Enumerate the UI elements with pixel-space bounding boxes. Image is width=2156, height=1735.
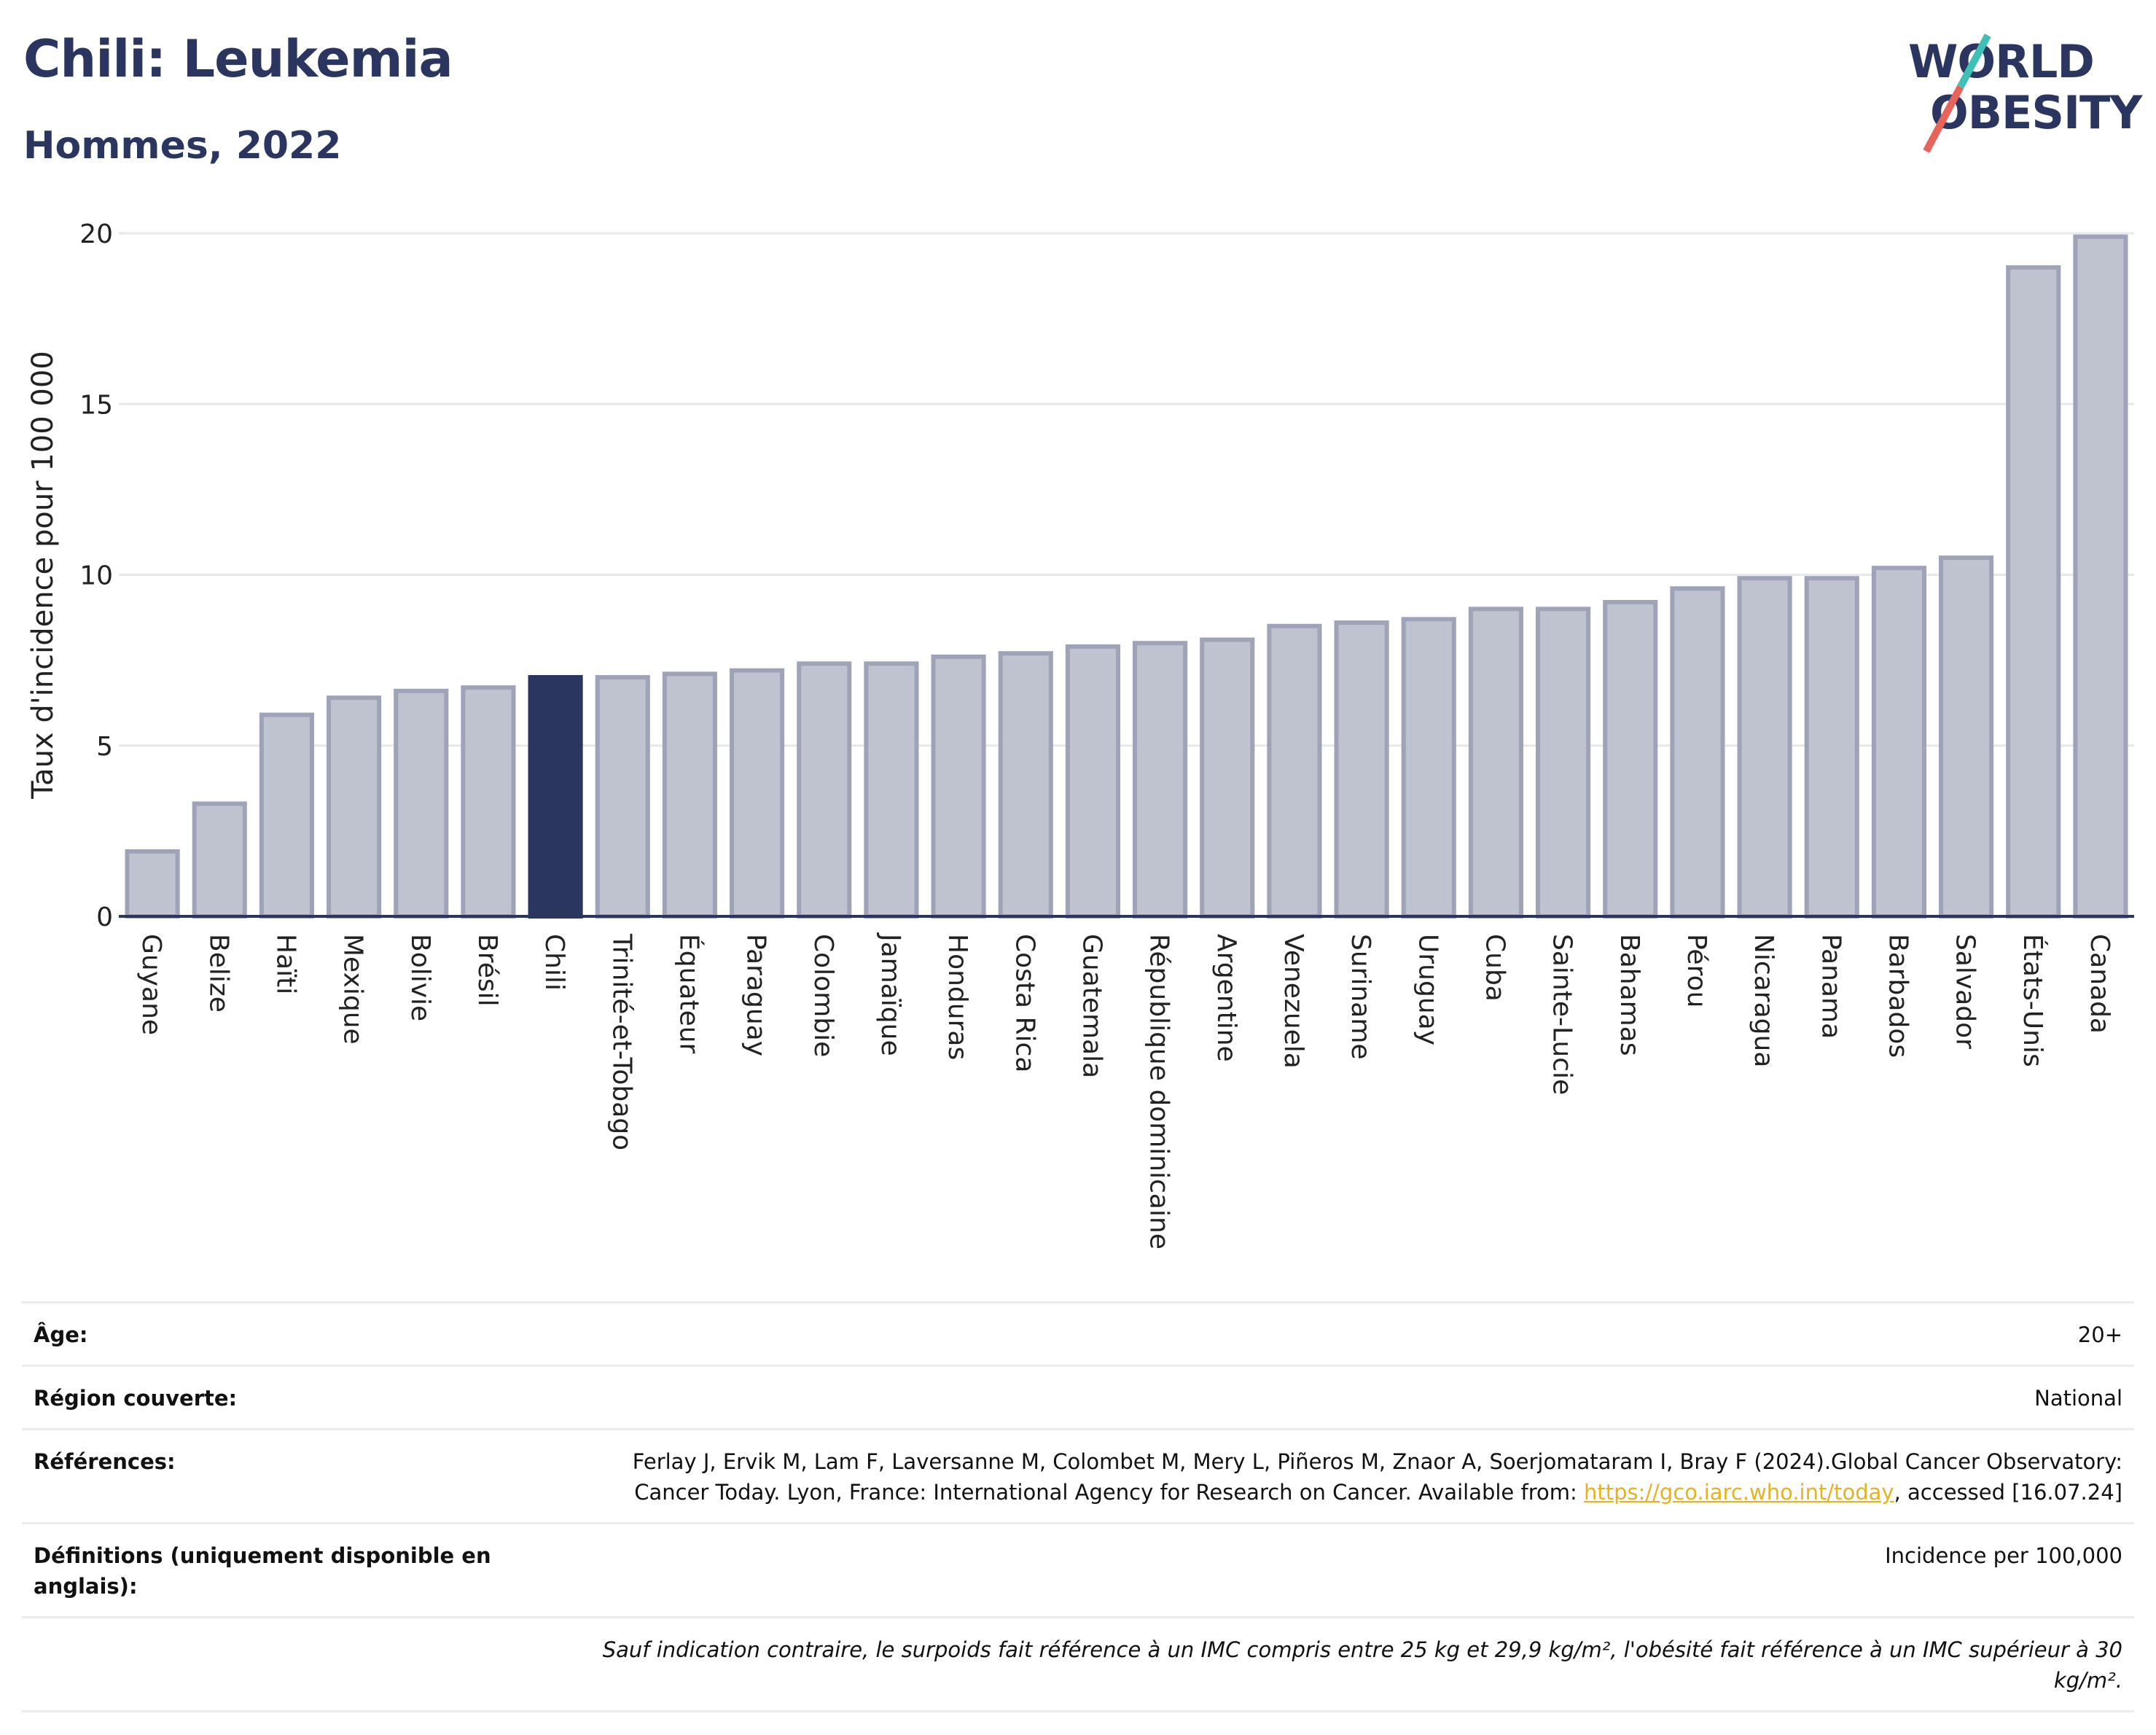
footnote: Sauf indication contraire, le surpoids f… xyxy=(602,1637,2122,1693)
bar xyxy=(461,685,516,919)
x-tick-label: Costa Rica xyxy=(1009,934,1039,1072)
x-tick-label: Suriname xyxy=(1345,934,1375,1060)
x-tick-label: Colombie xyxy=(808,934,838,1057)
x-tick-label: Bolivie xyxy=(405,934,435,1021)
region-label: Région couverte: xyxy=(34,1386,238,1411)
bar xyxy=(394,688,449,919)
references-value: Ferlay J, Ervik M, Lam F, Laversanne M, … xyxy=(555,1446,2122,1508)
region-value: National xyxy=(2034,1386,2122,1411)
x-tick-label: Panama xyxy=(1816,934,1846,1039)
x-tick-label: Cuba xyxy=(1480,934,1509,1002)
chart-subtitle: Hommes, 2022 xyxy=(23,124,342,168)
info-row-age: Âge: 20+ xyxy=(22,1301,2134,1365)
x-tick-label: Belize xyxy=(203,934,233,1013)
x-tick-label: Bahamas xyxy=(1614,934,1644,1056)
x-tick-label: Nicaragua xyxy=(1749,934,1778,1067)
y-tick-label: 15 xyxy=(79,390,113,420)
info-table: Âge: 20+ Région couverte: National Référ… xyxy=(22,1301,2134,1712)
x-tick-label: Guatemala xyxy=(1077,934,1106,1078)
x-tick-label: Barbados xyxy=(1883,934,1913,1058)
x-tick-label: Paraguay xyxy=(741,934,771,1056)
bar xyxy=(1603,599,1658,919)
bar xyxy=(1871,566,1926,919)
bar xyxy=(662,671,717,919)
info-row-footnote: Sauf indication contraire, le surpoids f… xyxy=(22,1616,2134,1712)
bar xyxy=(528,675,583,919)
bar xyxy=(192,801,247,919)
age-label: Âge: xyxy=(34,1322,88,1347)
info-row-region: Région couverte: National xyxy=(22,1365,2134,1428)
bar xyxy=(1133,641,1188,919)
x-tick-label: Sainte-Lucie xyxy=(1547,934,1577,1095)
x-tick-label: Guyane xyxy=(136,934,166,1035)
bar xyxy=(998,651,1053,919)
bar xyxy=(1670,586,1725,919)
world-obesity-logo: WORLD OBESITY xyxy=(1895,22,2143,160)
bar xyxy=(2073,234,2128,919)
bar xyxy=(327,695,382,919)
logo-line-2: OBESITY xyxy=(1930,86,2142,139)
bar xyxy=(864,661,919,919)
bar xyxy=(1334,620,1389,919)
logo-line-1: WORLD xyxy=(1908,35,2095,88)
bar xyxy=(595,675,650,919)
x-tick-label: République dominicaine xyxy=(1144,934,1174,1249)
bar xyxy=(1065,644,1120,919)
x-tick-label: Uruguay xyxy=(1413,934,1442,1045)
bar xyxy=(125,849,180,919)
x-tick-label: Venezuela xyxy=(1278,934,1308,1069)
references-accessed: , accessed [16.07.24] xyxy=(1894,1480,2122,1505)
x-tick-label: Pérou xyxy=(1682,934,1711,1007)
x-tick-label: Équateur xyxy=(673,934,704,1054)
references-text: Ferlay J, Ervik M, Lam F, Laversanne M, … xyxy=(632,1449,2122,1505)
definitions-value: Incidence per 100,000 xyxy=(1885,1543,2122,1568)
bar xyxy=(259,712,314,919)
age-value: 20+ xyxy=(2077,1322,2122,1347)
bar xyxy=(931,654,986,919)
bar xyxy=(1401,617,1456,919)
bar xyxy=(1267,623,1322,919)
y-tick-label: 5 xyxy=(96,732,113,762)
x-tick-label: Brésil xyxy=(472,934,502,1007)
x-tick-label: Mexique xyxy=(338,934,368,1045)
bar xyxy=(1200,637,1255,919)
y-tick-label: 20 xyxy=(79,219,113,249)
y-axis-label: Taux d'incidence pour 100 000 xyxy=(26,351,60,799)
x-tick-label: Jamaïque xyxy=(875,932,905,1056)
references-link[interactable]: https://gco.iarc.who.int/today xyxy=(1583,1480,1894,1505)
bar xyxy=(1737,576,1792,919)
bar xyxy=(1468,607,1523,919)
bar xyxy=(797,661,852,919)
info-row-definitions: Définitions (uniquement disponible en an… xyxy=(22,1522,2134,1616)
bar xyxy=(730,668,785,919)
x-tick-label: Argentine xyxy=(1211,934,1241,1062)
x-tick-label: États-Unis xyxy=(2018,934,2048,1067)
x-tick-label: Honduras xyxy=(942,934,972,1060)
bar xyxy=(1804,576,1859,919)
x-tick-label: Chili xyxy=(539,934,569,991)
bar xyxy=(1939,555,1994,919)
references-label: Références: xyxy=(34,1449,176,1474)
x-tick-label: Haïti xyxy=(270,934,300,994)
x-tick-label: Salvador xyxy=(1950,934,1980,1049)
bar-chart: 0 5 10 15 20 Taux d'incidence pour 100 000 Guy… xyxy=(26,219,2134,1249)
x-tick-label: Canada xyxy=(2085,934,2114,1034)
chart-title: Chili: Leukemia xyxy=(23,29,453,89)
y-tick-label: 0 xyxy=(96,902,113,932)
y-tick-label: 10 xyxy=(79,561,113,591)
x-tick-label: Trinité-et-Tobago xyxy=(606,933,636,1150)
bar xyxy=(2006,265,2061,919)
info-row-references: Références: Ferlay J, Ervik M, Lam F, La… xyxy=(22,1428,2134,1522)
definitions-label: Définitions (uniquement disponible en an… xyxy=(34,1543,491,1599)
bar xyxy=(1536,607,1591,919)
